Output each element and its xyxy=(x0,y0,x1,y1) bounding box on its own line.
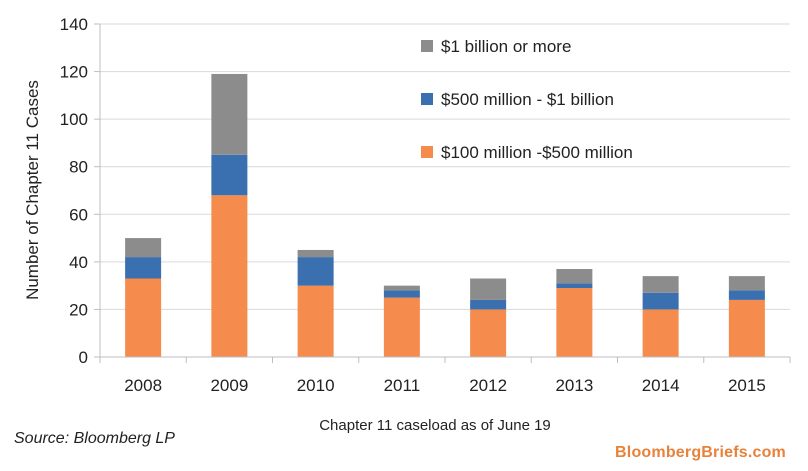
source-note: Source: Bloomberg LP xyxy=(14,430,175,447)
bar-segment-2012-series-2 xyxy=(470,278,507,300)
bar-segment-2010-series-1 xyxy=(297,257,334,286)
bar-segment-2015-series-1 xyxy=(728,290,765,300)
axes xyxy=(94,23,791,363)
gridlines xyxy=(100,23,790,310)
bar-segment-2011-series-2 xyxy=(383,285,420,291)
legend-label: $100 million -$500 million xyxy=(441,143,633,162)
y-tick-label: 80 xyxy=(69,158,88,177)
x-tick-label: 2014 xyxy=(642,376,680,395)
y-tick-label: 60 xyxy=(69,205,88,224)
y-tick-label: 140 xyxy=(60,15,88,34)
legend-label: $1 billion or more xyxy=(441,37,571,56)
bar-segment-2015-series-0 xyxy=(728,299,765,357)
x-tick-label: 2012 xyxy=(469,376,507,395)
x-tick-label: 2013 xyxy=(555,376,593,395)
bars xyxy=(125,73,765,357)
bar-segment-2013-series-2 xyxy=(556,268,593,284)
bar-segment-2012-series-0 xyxy=(470,309,507,357)
y-tick-label: 40 xyxy=(69,253,88,272)
legend-label: $500 million - $1 billion xyxy=(441,90,614,109)
legend-swatch xyxy=(421,146,433,158)
legend-swatch xyxy=(421,93,433,105)
x-tick-label: 2009 xyxy=(210,376,248,395)
legend: $1 billion or more $500 million - $1 bill… xyxy=(421,37,633,162)
bar-segment-2009-series-0 xyxy=(211,195,248,357)
y-tick-label: 100 xyxy=(60,110,88,129)
bar-segment-2013-series-0 xyxy=(556,288,593,357)
bar-segment-2008-series-1 xyxy=(125,257,162,279)
bar-segment-2013-series-1 xyxy=(556,283,593,289)
bar-segment-2010-series-0 xyxy=(297,285,334,357)
legend-swatch xyxy=(421,40,433,52)
bar-segment-2014-series-0 xyxy=(642,309,679,357)
bar-segment-2009-series-1 xyxy=(211,154,248,196)
y-tick-label: 120 xyxy=(60,63,88,82)
tick-labels: 0 20 40 60 80 100 120 140 2008 2009 2010 2011 2012 20… xyxy=(60,15,766,395)
y-tick-label: 20 xyxy=(69,300,88,319)
bar-segment-2011-series-0 xyxy=(383,297,420,357)
bar-segment-2008-series-2 xyxy=(125,238,162,258)
bar-segment-2010-series-2 xyxy=(297,249,334,258)
bar-segment-2014-series-2 xyxy=(642,276,679,293)
x-tick-label: 2008 xyxy=(124,376,162,395)
bar-segment-2015-series-2 xyxy=(728,276,765,291)
bar-segment-2009-series-2 xyxy=(211,73,248,155)
bar-segment-2008-series-0 xyxy=(125,278,162,357)
x-axis-label: Chapter 11 caseload as of June 19 xyxy=(319,417,551,434)
brand-watermark: BloombergBriefs.com xyxy=(615,444,786,461)
x-tick-label: 2015 xyxy=(728,376,766,395)
y-axis-label: Number of Chapter 11 Cases xyxy=(23,80,42,300)
bar-segment-2011-series-1 xyxy=(383,290,420,298)
x-tick-label: 2011 xyxy=(384,376,421,395)
y-tick-label: 0 xyxy=(79,348,88,367)
x-tick-label: 2010 xyxy=(297,376,335,395)
bar-segment-2012-series-1 xyxy=(470,299,507,310)
bar-segment-2014-series-1 xyxy=(642,292,679,310)
